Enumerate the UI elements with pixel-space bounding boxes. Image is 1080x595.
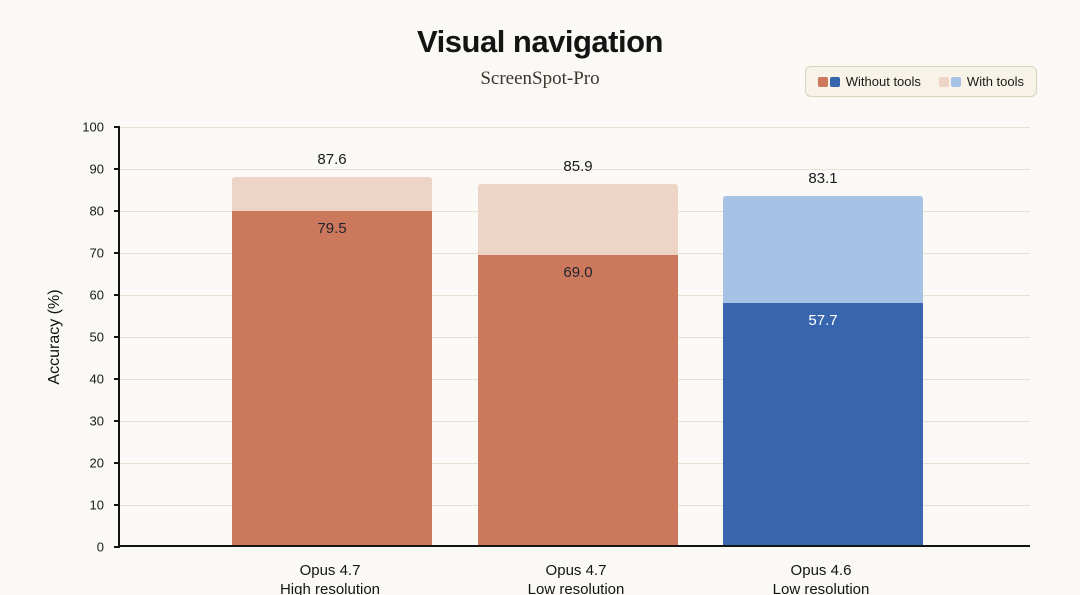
y-tick-label: 0 xyxy=(96,539,104,555)
legend-item-without-tools: Without tools xyxy=(817,74,921,89)
y-tick-mark xyxy=(114,504,120,506)
y-tick-label: 70 xyxy=(89,245,104,261)
bar-segment-without-tools: 79.5 xyxy=(232,211,432,545)
x-tick-label: Opus 4.7 High resolution xyxy=(280,561,380,595)
x-tick-label-variant: Low resolution xyxy=(527,581,625,595)
y-tick-mark xyxy=(114,420,120,422)
bar-group-opus-4-7-high-res: 87.6 79.5 xyxy=(232,151,432,545)
bar-without-label: 57.7 xyxy=(808,311,838,329)
y-tick-label: 90 xyxy=(89,161,104,177)
chart-subtitle: ScreenSpot-Pro xyxy=(480,68,600,89)
y-tick-label: 30 xyxy=(89,413,104,429)
y-tick-label: 50 xyxy=(89,329,104,345)
stacked-bar: 57.7 xyxy=(723,195,923,545)
legend-swatch-pair-without-tools xyxy=(817,76,840,87)
y-tick-label: 100 xyxy=(82,119,104,135)
bar-total-label: 83.1 xyxy=(808,169,838,187)
bar-group-opus-4-7-low-res: 85.9 69.0 xyxy=(478,158,678,545)
legend-item-with-tools: With tools xyxy=(938,74,1024,89)
bar-total-label: 87.6 xyxy=(317,151,347,169)
y-tick-mark xyxy=(114,546,120,548)
x-tick-label-variant: Low resolution xyxy=(772,581,870,595)
bar-group-opus-4-6-low-res: 83.1 57.7 xyxy=(723,170,923,545)
y-tick-label: 10 xyxy=(89,497,104,513)
bar-segment-without-tools: 57.7 xyxy=(723,302,923,545)
y-tick-label: 40 xyxy=(89,371,104,387)
bar-without-label: 69.0 xyxy=(563,264,593,282)
bar-segment-with-tools xyxy=(723,195,923,303)
legend-label-without-tools: Without tools xyxy=(845,74,921,89)
x-tick-label-variant: High resolution xyxy=(279,581,381,595)
x-tick-label-model: Opus 4.7 xyxy=(545,562,607,579)
legend-label-with-tools: With tools xyxy=(966,74,1024,89)
y-tick-label: 20 xyxy=(89,455,104,471)
y-tick-mark xyxy=(114,252,120,254)
stacked-bar: 69.0 xyxy=(478,184,678,545)
x-tick-label-model: Opus 4.7 xyxy=(299,562,361,579)
plot-area: 87.6 79.5 85.9 69.0 83.1 57.7 xyxy=(82,120,1030,555)
bar-segment-without-tools: 69.0 xyxy=(478,255,678,545)
y-tick-label: 80 xyxy=(89,203,104,219)
x-tick-label: Opus 4.6 Low resolution xyxy=(773,561,870,595)
x-tick-label: Opus 4.7 Low resolution xyxy=(528,561,625,595)
legend-swatch-dark-blue xyxy=(829,76,840,87)
legend-swatch-peach xyxy=(938,76,949,87)
y-tick-mark xyxy=(114,210,120,212)
legend-swatch-orange xyxy=(817,76,828,87)
chart-title: Visual navigation xyxy=(417,24,663,59)
bar-segment-with-tools xyxy=(478,184,678,256)
y-gridline xyxy=(120,127,1030,128)
y-tick-mark xyxy=(114,294,120,296)
legend-swatch-pair-with-tools xyxy=(938,76,961,87)
y-tick-mark xyxy=(114,378,120,380)
x-tick-label-model: Opus 4.6 xyxy=(790,562,852,579)
bar-total-label: 85.9 xyxy=(563,158,593,176)
y-tick-label: 60 xyxy=(89,287,104,303)
bar-segment-with-tools xyxy=(232,177,432,212)
y-tick-mark xyxy=(114,126,120,128)
y-tick-mark xyxy=(114,168,120,170)
legend-swatch-light-blue xyxy=(950,76,961,87)
y-axis-title: Accuracy (%) xyxy=(46,289,63,385)
y-tick-mark xyxy=(114,336,120,338)
bar-without-label: 79.5 xyxy=(317,220,347,238)
y-gridline xyxy=(120,169,1030,170)
y-tick-mark xyxy=(114,462,120,464)
stacked-bar: 79.5 xyxy=(232,177,432,545)
legend: Without tools With tools xyxy=(804,66,1037,97)
